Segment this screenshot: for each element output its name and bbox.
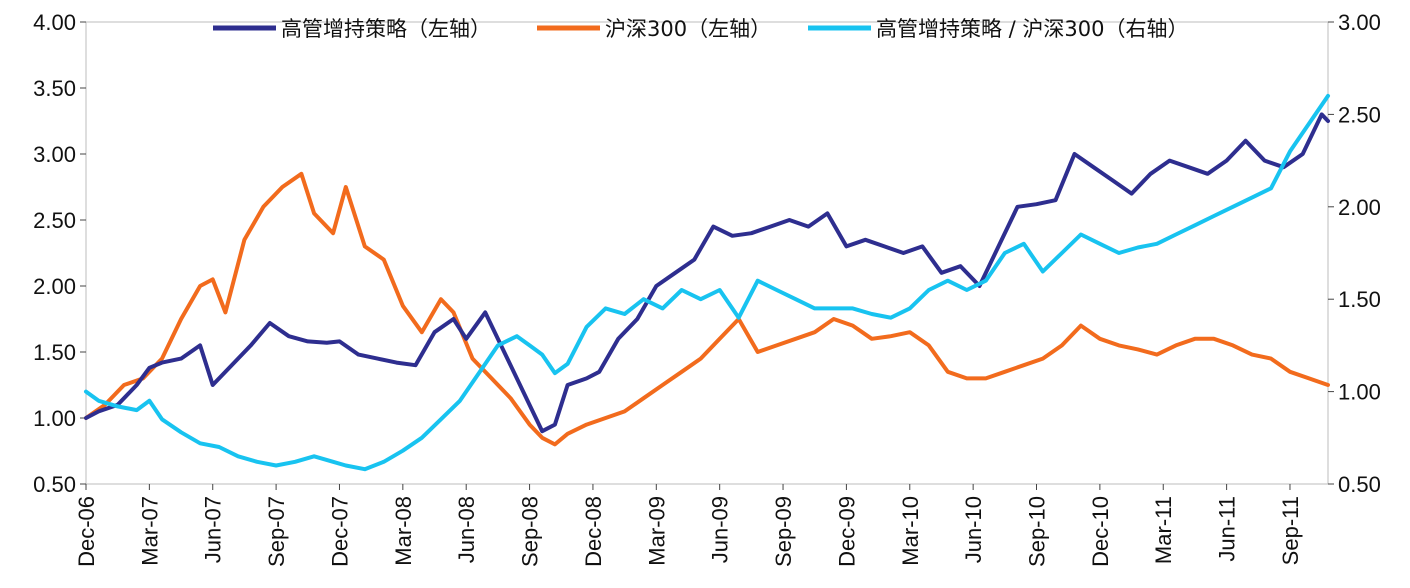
x-tick-label: Jun-08 <box>454 496 479 563</box>
x-tick-label: Sep-10 <box>1025 496 1050 567</box>
left-tick-label: 4.00 <box>33 10 76 35</box>
x-tick-label: Sep-11 <box>1278 496 1303 565</box>
x-tick-label: Mar-11 <box>1151 496 1176 564</box>
x-tick-label: Jun-11 <box>1215 496 1240 562</box>
right-tick-label: 2.00 <box>1338 195 1381 220</box>
right-axis: 0.50 1.00 1.50 2.00 2.50 3.00 <box>1328 10 1381 497</box>
series-layer <box>84 93 1330 472</box>
left-tick-label: 2.50 <box>33 208 76 233</box>
x-tick-label: Sep-08 <box>518 496 543 567</box>
left-tick-label: 1.00 <box>33 406 76 431</box>
left-axis: 0.50 1.00 1.50 2.00 2.50 3.00 3.50 4.00 <box>33 10 86 497</box>
right-tick-label: 1.50 <box>1338 287 1381 312</box>
x-tick-label: Dec-08 <box>581 496 606 567</box>
x-tick-label: Dec-09 <box>834 496 859 567</box>
plot-area <box>85 21 1329 485</box>
left-tick-label: 0.50 <box>33 472 76 497</box>
x-tick-label: Mar-07 <box>137 496 162 566</box>
x-tick-label: Jun-09 <box>708 496 733 563</box>
legend-label-strategy: 高管增持策略（左轴） <box>281 17 491 41</box>
x-tick-label: Sep-07 <box>264 496 289 567</box>
x-tick-label: Dec-10 <box>1088 496 1113 567</box>
x-tick-label: Mar-08 <box>391 496 416 566</box>
x-tick-label: Mar-10 <box>898 496 923 566</box>
legend-label-ratio: 高管增持策略 / 沪深300（右轴） <box>876 17 1189 41</box>
series-line-strategy <box>84 112 1330 434</box>
left-tick-label: 3.00 <box>33 142 76 167</box>
x-tick-label: Mar-09 <box>644 496 669 566</box>
right-tick-label: 2.50 <box>1338 102 1381 127</box>
x-tick-label: Dec-06 <box>74 496 99 567</box>
x-axis: Dec-06 Mar-07 Jun-07 Sep-07 Dec-07 Mar-08 Jun-… <box>74 484 1303 567</box>
x-tick-label: Dec-07 <box>327 496 352 567</box>
left-tick-label: 3.50 <box>33 76 76 101</box>
right-tick-label: 1.00 <box>1338 380 1381 405</box>
right-tick-label: 3.00 <box>1338 10 1381 35</box>
x-tick-label: Jun-10 <box>961 496 986 563</box>
legend-label-hs300: 沪深300（左轴） <box>605 17 771 41</box>
series-line-ratio <box>84 93 1330 472</box>
left-tick-label: 1.50 <box>33 340 76 365</box>
left-tick-label: 2.00 <box>33 274 76 299</box>
x-tick-label: Jun-07 <box>201 496 226 563</box>
legend: 高管增持策略（左轴） 沪深300（左轴） 高管增持策略 / 沪深300（右轴） <box>213 17 1189 41</box>
x-tick-label: Sep-09 <box>771 496 796 567</box>
series-line-hs300 <box>84 171 1330 447</box>
right-tick-label: 0.50 <box>1338 472 1381 497</box>
